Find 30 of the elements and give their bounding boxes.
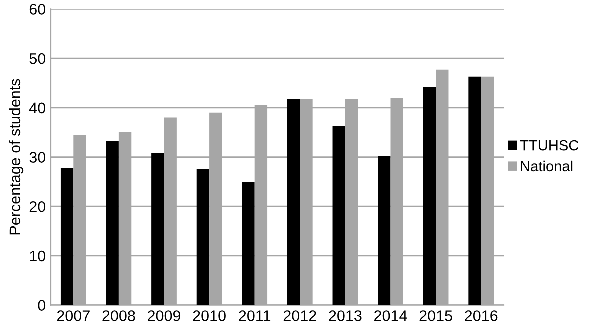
x-tick-label: 2013 xyxy=(329,310,362,322)
bar xyxy=(468,76,482,306)
bar xyxy=(287,100,300,306)
y-axis-title: Percentage of students xyxy=(9,79,24,235)
bar xyxy=(242,182,255,306)
y-tick-label: 40 xyxy=(30,102,46,114)
y-tick-label: 0 xyxy=(38,300,46,311)
bar xyxy=(106,141,119,306)
x-tick-label: 2012 xyxy=(284,310,316,322)
x-tick-label: 2015 xyxy=(420,310,452,322)
y-tick-label: 20 xyxy=(30,201,46,212)
bar xyxy=(60,168,74,306)
x-tick-label: 2014 xyxy=(374,310,408,322)
y-tick-label: 30 xyxy=(30,152,46,163)
bar xyxy=(332,126,346,306)
x-tick-label: 2009 xyxy=(148,310,181,322)
y-tick-label: 60 xyxy=(30,4,46,15)
bar xyxy=(196,169,210,306)
bar xyxy=(423,87,436,306)
legend-label: National xyxy=(521,160,573,172)
legend-label: TTUHSC xyxy=(520,140,579,151)
x-tick-label: 2011 xyxy=(239,310,271,322)
y-tick-label: 10 xyxy=(30,250,46,262)
x-tick-label: 2010 xyxy=(193,310,226,322)
x-tick-label: 2016 xyxy=(465,310,498,322)
x-tick-label: 2007 xyxy=(57,310,90,322)
bar xyxy=(152,153,164,306)
bar xyxy=(378,156,391,306)
x-tick-label: 2008 xyxy=(102,310,136,322)
y-tick-label: 50 xyxy=(30,53,46,64)
